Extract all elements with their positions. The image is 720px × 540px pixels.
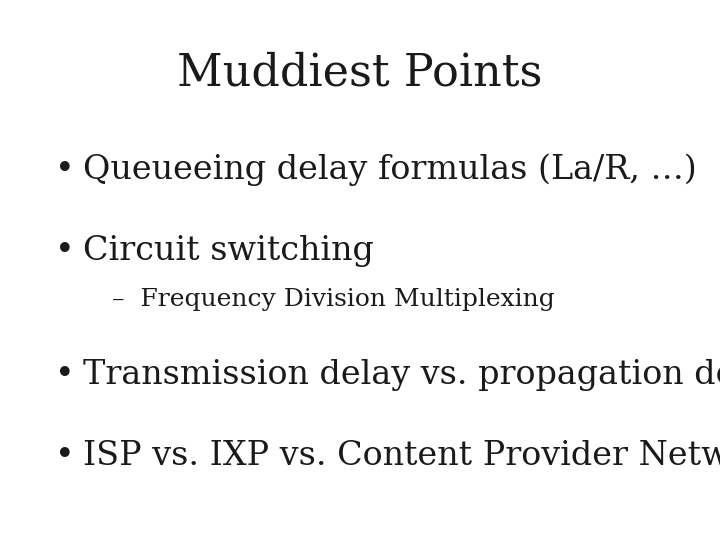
Text: •: • bbox=[55, 440, 75, 472]
Text: •: • bbox=[55, 359, 75, 392]
Text: •: • bbox=[55, 154, 75, 186]
Text: •: • bbox=[55, 235, 75, 267]
Text: Transmission delay vs. propagation delay: Transmission delay vs. propagation delay bbox=[83, 359, 720, 392]
Text: Queueeing delay formulas (La/R, …): Queueeing delay formulas (La/R, …) bbox=[83, 154, 696, 186]
Text: ISP vs. IXP vs. Content Provider Network: ISP vs. IXP vs. Content Provider Network bbox=[83, 440, 720, 472]
Text: Muddiest Points: Muddiest Points bbox=[177, 51, 543, 94]
Text: –  Frequency Division Multiplexing: – Frequency Division Multiplexing bbox=[112, 288, 554, 311]
Text: Circuit switching: Circuit switching bbox=[83, 235, 374, 267]
